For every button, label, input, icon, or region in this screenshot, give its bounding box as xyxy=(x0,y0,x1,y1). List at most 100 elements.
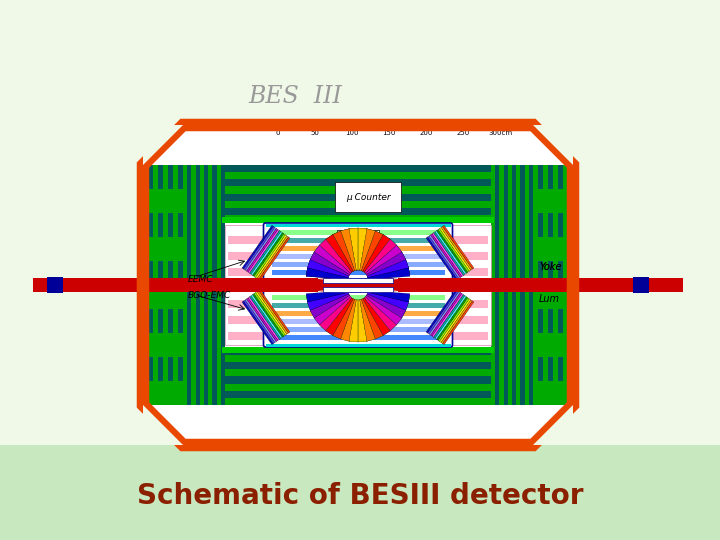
Polygon shape xyxy=(258,237,290,281)
Polygon shape xyxy=(360,229,375,271)
Polygon shape xyxy=(431,234,462,278)
Polygon shape xyxy=(242,301,274,345)
Bar xyxy=(533,165,573,405)
Bar xyxy=(531,189,573,213)
Bar xyxy=(183,165,187,405)
Bar xyxy=(531,381,573,405)
Polygon shape xyxy=(363,234,390,272)
Polygon shape xyxy=(306,291,348,302)
Bar xyxy=(222,217,494,223)
Polygon shape xyxy=(320,297,352,331)
Polygon shape xyxy=(365,245,401,274)
Bar xyxy=(266,343,451,347)
Polygon shape xyxy=(326,298,354,336)
Bar xyxy=(143,189,185,213)
Bar xyxy=(266,279,451,281)
Polygon shape xyxy=(368,291,410,303)
Polygon shape xyxy=(243,300,275,343)
Polygon shape xyxy=(307,260,348,278)
Polygon shape xyxy=(366,245,402,275)
Bar xyxy=(271,270,444,275)
Bar xyxy=(266,224,451,226)
Polygon shape xyxy=(359,228,374,271)
Polygon shape xyxy=(429,292,460,335)
Polygon shape xyxy=(433,232,465,275)
Bar xyxy=(271,246,444,251)
Polygon shape xyxy=(320,296,352,330)
Polygon shape xyxy=(440,227,471,271)
Bar xyxy=(271,335,444,340)
Bar xyxy=(228,300,277,308)
Bar xyxy=(439,284,488,292)
Text: BGO-EMC: BGO-EMC xyxy=(188,291,231,300)
Polygon shape xyxy=(367,259,408,278)
Bar xyxy=(531,165,573,405)
Text: EEMC: EEMC xyxy=(188,274,214,284)
Bar xyxy=(143,285,185,309)
Polygon shape xyxy=(363,234,390,272)
Polygon shape xyxy=(363,298,390,335)
Bar xyxy=(183,305,533,405)
Polygon shape xyxy=(256,292,287,335)
Polygon shape xyxy=(443,225,474,269)
Polygon shape xyxy=(310,294,350,318)
Bar xyxy=(222,347,494,353)
Bar xyxy=(439,236,488,244)
Bar xyxy=(228,268,277,276)
Text: Lum: Lum xyxy=(539,294,560,304)
Bar xyxy=(143,237,185,261)
Bar xyxy=(271,319,444,324)
Polygon shape xyxy=(318,288,398,292)
Polygon shape xyxy=(366,294,406,318)
Bar xyxy=(183,341,533,348)
Bar xyxy=(183,312,533,319)
Bar xyxy=(271,262,444,267)
Polygon shape xyxy=(367,260,408,278)
Polygon shape xyxy=(306,268,348,279)
Polygon shape xyxy=(363,298,390,336)
Polygon shape xyxy=(341,228,356,271)
FancyBboxPatch shape xyxy=(264,223,452,282)
Polygon shape xyxy=(306,268,348,279)
Polygon shape xyxy=(250,231,281,274)
Polygon shape xyxy=(441,226,472,270)
Bar xyxy=(228,316,277,324)
Polygon shape xyxy=(341,300,356,341)
Polygon shape xyxy=(257,291,289,334)
Bar xyxy=(183,258,533,265)
Bar xyxy=(183,201,533,208)
Bar xyxy=(271,311,444,316)
Bar xyxy=(228,252,277,260)
Bar xyxy=(185,305,531,327)
Polygon shape xyxy=(350,228,359,270)
Polygon shape xyxy=(428,291,459,334)
Polygon shape xyxy=(333,231,355,271)
Bar xyxy=(153,165,158,405)
Text: BES  III: BES III xyxy=(248,85,342,108)
Polygon shape xyxy=(364,297,396,331)
Bar xyxy=(183,355,533,362)
Text: Schematic of BESIII detector: Schematic of BESIII detector xyxy=(137,482,583,510)
Polygon shape xyxy=(365,295,401,326)
Polygon shape xyxy=(440,299,471,342)
Bar xyxy=(183,165,225,405)
Bar xyxy=(439,300,488,308)
Polygon shape xyxy=(341,299,356,341)
Polygon shape xyxy=(366,251,405,276)
Bar xyxy=(183,165,533,265)
Bar xyxy=(271,254,444,259)
Bar xyxy=(491,165,495,405)
Polygon shape xyxy=(320,239,352,273)
Polygon shape xyxy=(364,239,396,273)
Polygon shape xyxy=(364,296,397,330)
Bar xyxy=(271,295,444,300)
Bar xyxy=(271,238,444,243)
Bar xyxy=(183,215,533,222)
Polygon shape xyxy=(366,295,402,325)
Polygon shape xyxy=(325,298,353,335)
Bar xyxy=(516,165,521,405)
Polygon shape xyxy=(325,234,353,272)
Text: 150: 150 xyxy=(382,130,396,136)
Text: Yoke: Yoke xyxy=(539,262,562,272)
Polygon shape xyxy=(325,234,353,272)
